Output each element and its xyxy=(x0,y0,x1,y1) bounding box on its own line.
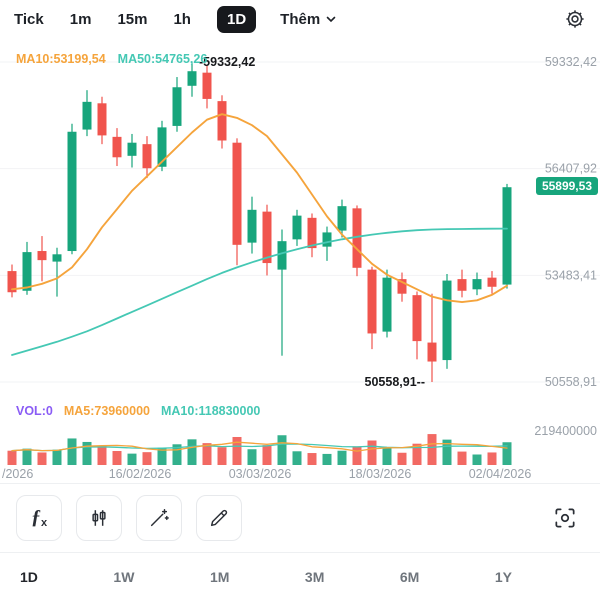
settings-button[interactable] xyxy=(564,8,586,30)
range-tab-3m[interactable]: 3M xyxy=(304,568,325,585)
svg-text:03/03/2026: 03/03/2026 xyxy=(229,467,292,481)
svg-text:18/03/2026: 18/03/2026 xyxy=(349,467,412,481)
svg-text:219400000: 219400000 xyxy=(534,424,597,438)
candlestick-chart[interactable]: 59332,42 56407,92 53483,41 50558,91 21940000… xyxy=(0,38,600,483)
range-tabs: 1D 1W 1M 3M 6M 1Y xyxy=(0,552,600,600)
svg-text:50558,91: 50558,91 xyxy=(545,375,597,389)
range-tab-1w[interactable]: 1W xyxy=(113,568,135,585)
interval-tab-1m[interactable]: 1m xyxy=(70,7,92,32)
svg-text:50558,91--: 50558,91-- xyxy=(365,375,425,389)
chart-tools-bar: ƒx xyxy=(0,483,600,552)
interval-tab-15m[interactable]: 15m xyxy=(117,7,147,32)
range-tab-6m[interactable]: 6M xyxy=(399,568,420,585)
fx-indicator-icon: ƒx xyxy=(30,506,48,529)
interval-tabs: Tick 1m 15m 1h 1D xyxy=(14,5,257,33)
interval-toolbar: Tick 1m 15m 1h 1D Thêm xyxy=(0,0,600,38)
svg-text:53483,41: 53483,41 xyxy=(545,268,597,282)
last-price-badge: 55899,53 xyxy=(535,177,598,196)
interval-tab-1h[interactable]: 1h xyxy=(173,7,191,32)
candle-style-icon xyxy=(92,510,106,526)
svg-text:/2026: /2026 xyxy=(2,467,33,481)
fullscreen-button[interactable] xyxy=(552,505,578,531)
svg-text:59332,42: 59332,42 xyxy=(545,55,597,69)
chart-style-button[interactable] xyxy=(76,495,122,541)
more-intervals-button[interactable]: Thêm xyxy=(280,11,337,28)
gear-icon xyxy=(566,10,584,28)
interval-tab-tick[interactable]: Tick xyxy=(14,7,44,32)
draw-button[interactable] xyxy=(196,495,242,541)
range-tab-1y[interactable]: 1Y xyxy=(494,568,512,585)
svg-text:56407,92: 56407,92 xyxy=(545,162,597,176)
chevron-down-icon xyxy=(326,16,336,23)
ai-tools-button[interactable] xyxy=(136,495,182,541)
magic-wand-icon xyxy=(150,509,169,527)
frame-focus-icon xyxy=(555,508,575,528)
range-tab-1d[interactable]: 1D xyxy=(20,568,38,585)
interval-tab-1d[interactable]: 1D xyxy=(216,5,257,33)
svg-text:-59332,42: -59332,42 xyxy=(199,55,255,69)
range-tab-1m[interactable]: 1M xyxy=(209,568,230,585)
svg-text:16/02/2026: 16/02/2026 xyxy=(109,467,172,481)
svg-text:02/04/2026: 02/04/2026 xyxy=(469,467,532,481)
price-chart-pane[interactable]: 59332,42 56407,92 53483,41 50558,91 21940000… xyxy=(0,38,600,483)
indicators-button[interactable]: ƒx xyxy=(16,495,62,541)
pencil-icon xyxy=(210,509,228,527)
more-label: Thêm xyxy=(280,10,321,28)
